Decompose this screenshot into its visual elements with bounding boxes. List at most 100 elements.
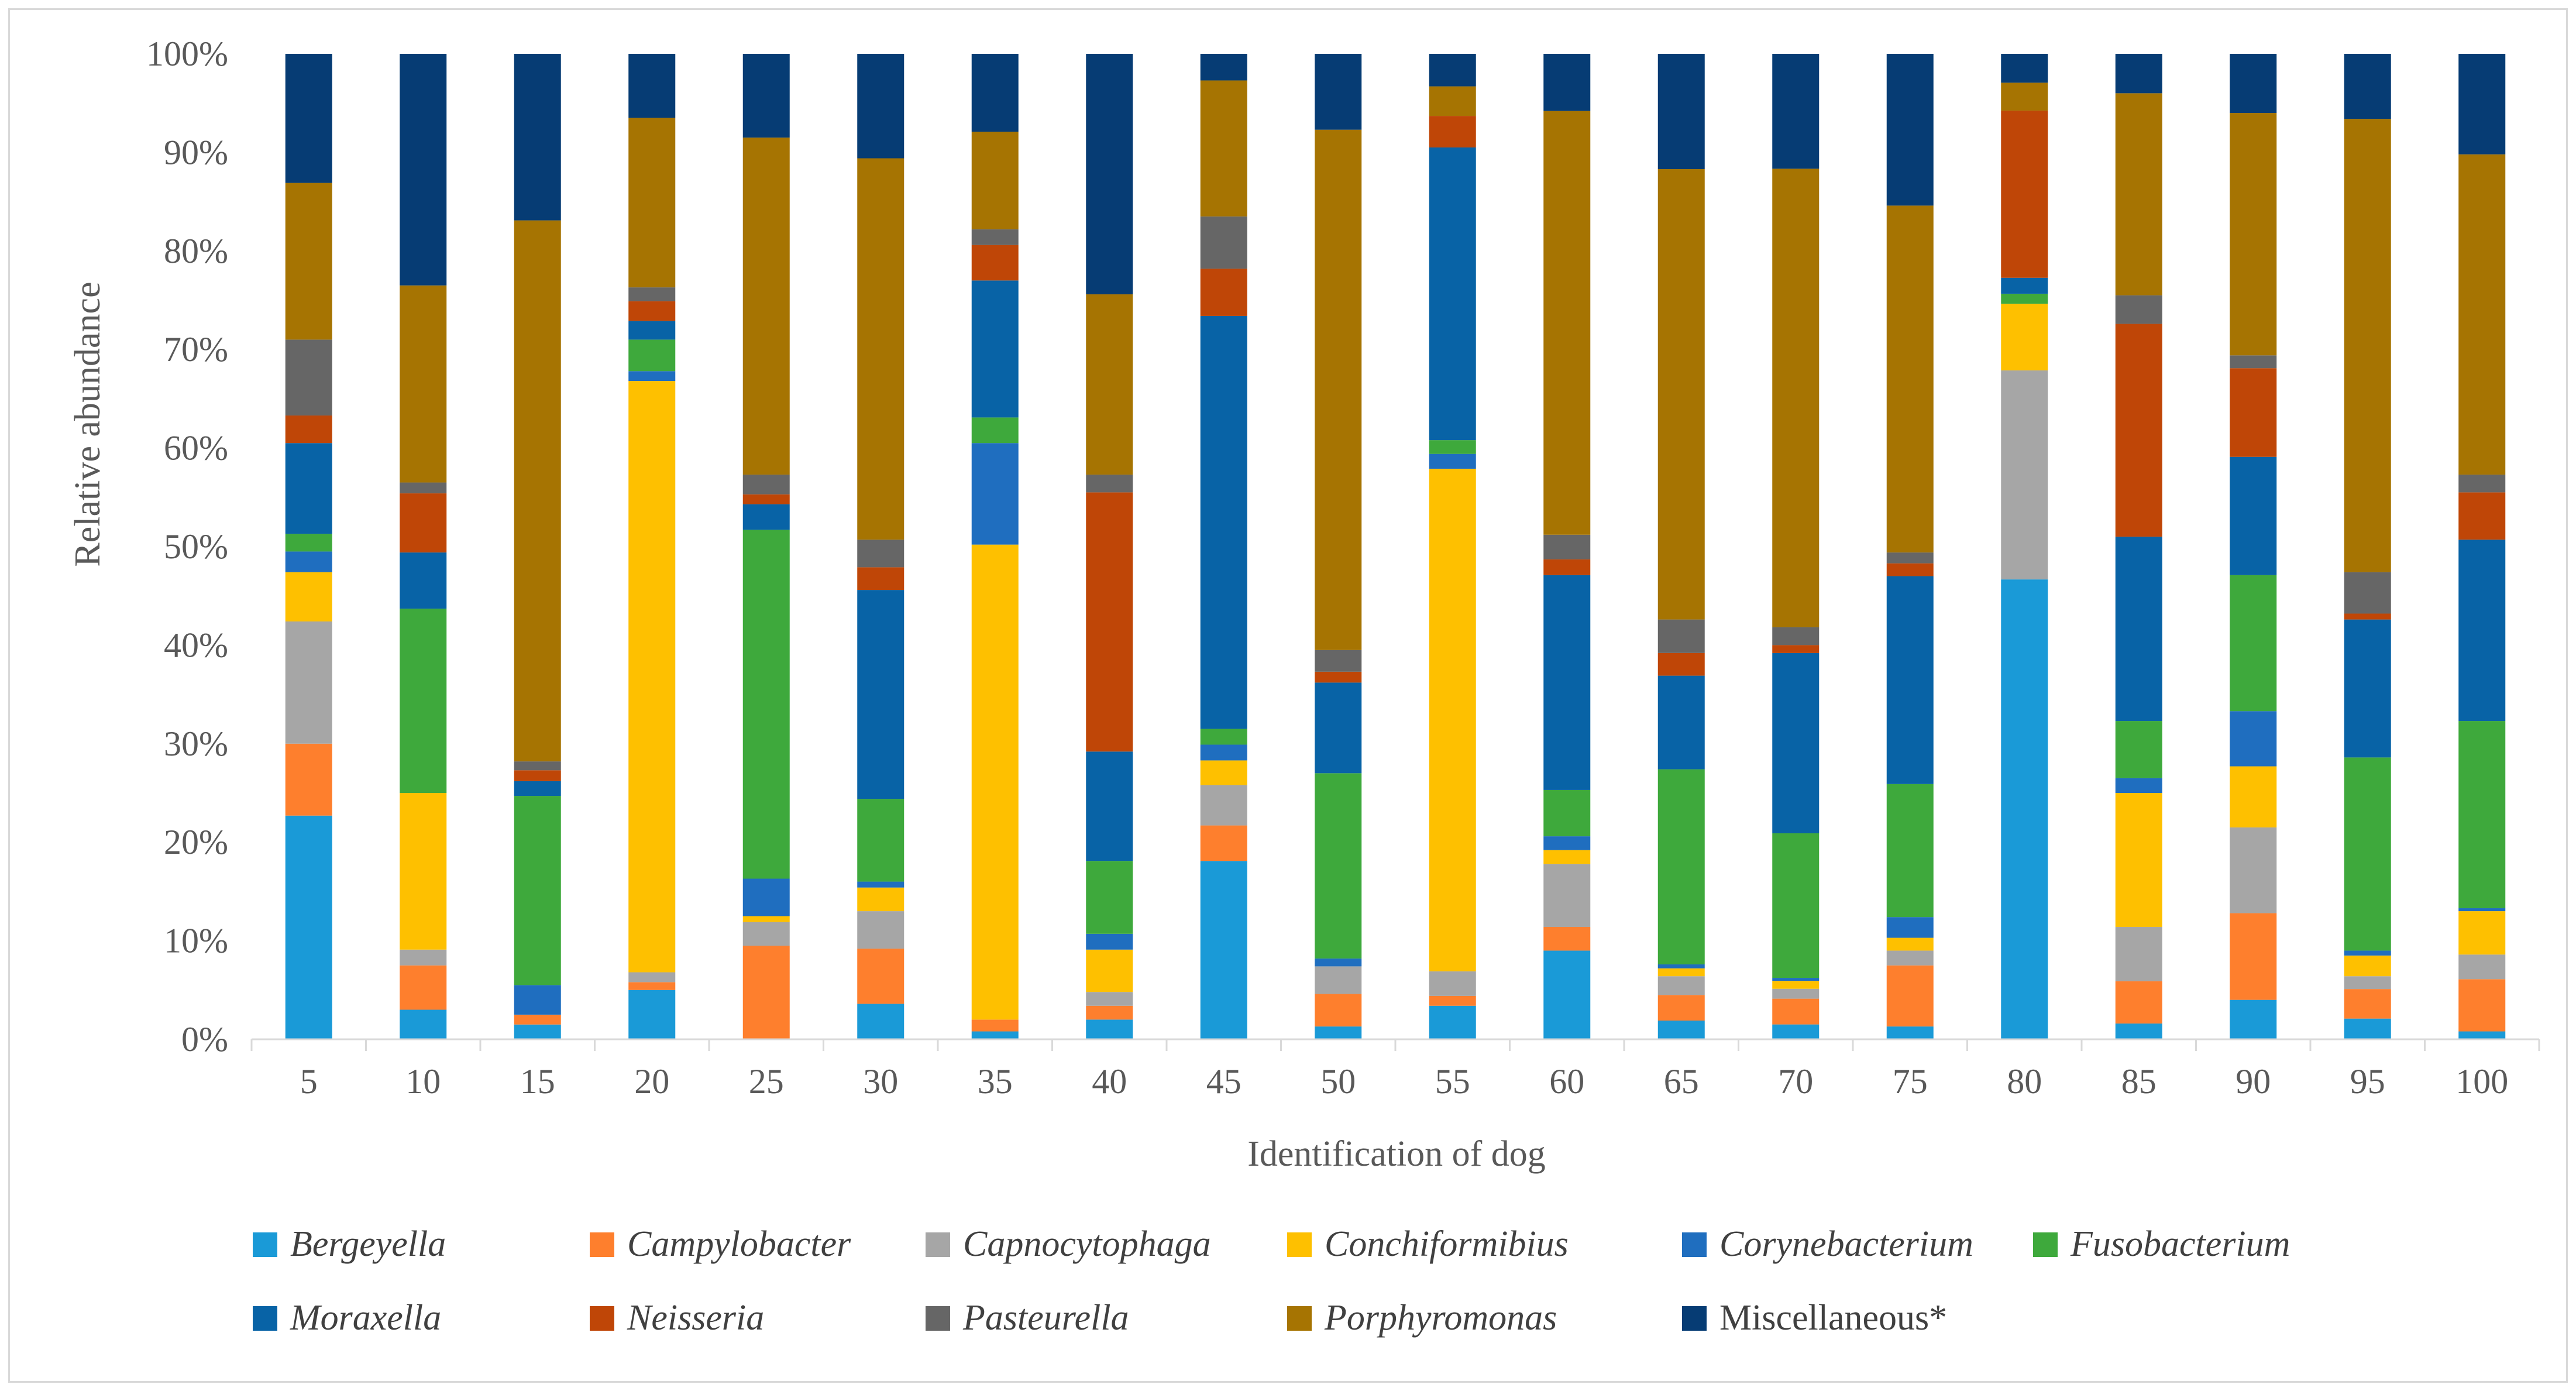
bar-segment (2001, 293, 2048, 304)
bar-segment (1772, 998, 1820, 1025)
bar-segment (514, 761, 561, 771)
legend-label: Moraxella (290, 1298, 441, 1338)
bar-segment (1657, 169, 1705, 620)
bar-segment (1543, 850, 1591, 864)
bar-segment (628, 371, 676, 382)
bar-segment (285, 572, 332, 621)
legend-item: Bergeyella (253, 1224, 446, 1264)
bar-stack (1543, 54, 1591, 1039)
bar-stack (628, 54, 676, 1039)
bar-stack (1772, 54, 1820, 1039)
bar-segment (742, 916, 790, 922)
bar-stack (285, 54, 332, 1039)
bar-segment (857, 567, 904, 590)
legend-swatch (590, 1306, 614, 1331)
x-tick-label: 55 (1435, 1062, 1470, 1101)
bar-segment (628, 339, 676, 372)
bar-segment (1772, 645, 1820, 653)
bar-segment (285, 534, 332, 552)
bars (285, 54, 2506, 1039)
bar-segment (742, 475, 790, 494)
bar-segment (2001, 370, 2048, 580)
bar-segment (1543, 534, 1591, 559)
bar-segment (2458, 908, 2506, 912)
bar-segment (514, 781, 561, 796)
legend-swatch (1287, 1306, 1312, 1331)
bar-stack (2230, 54, 2277, 1039)
bar-segment (2001, 54, 2048, 83)
bar-stack (2458, 54, 2506, 1039)
bar-segment (857, 158, 904, 540)
bar-segment (857, 887, 904, 912)
legend-label: Bergeyella (290, 1224, 446, 1264)
x-tick-label: 100 (2455, 1062, 2508, 1101)
bar-segment (1543, 559, 1591, 575)
bar-segment (2458, 979, 2506, 1032)
legend-item: Neisseria (590, 1298, 764, 1338)
bar-stack (857, 54, 904, 1039)
legend-label: Campylobacter (627, 1224, 851, 1264)
bar-segment (1086, 992, 1133, 1006)
x-tick-label: 90 (2235, 1062, 2271, 1101)
bar-segment (971, 132, 1019, 229)
bar-segment (1772, 978, 1820, 981)
bar-segment (2115, 295, 2162, 324)
y-tick-label: 90% (164, 133, 228, 171)
y-tick-label: 30% (164, 724, 228, 763)
bar-segment (1886, 1026, 1934, 1039)
bar-segment (1657, 964, 1705, 968)
x-axis: 5 10 15 20 25 30 35 40 45 50 55 60 65 70 75 80 85 90 95 100 (250, 1038, 2540, 1101)
bar-segment (628, 990, 676, 1039)
bar-segment (2458, 721, 2506, 909)
bar-segment (1657, 619, 1705, 653)
bar-segment (2344, 976, 2391, 990)
bar-stack (2344, 54, 2391, 1039)
bar-segment (1086, 492, 1133, 752)
bar-segment (514, 1024, 561, 1039)
legend-label: Porphyromonas (1324, 1298, 1557, 1338)
bar-segment (1315, 54, 1362, 130)
bar-segment (1315, 129, 1362, 650)
bar-segment (1086, 475, 1133, 493)
bar-segment (514, 220, 561, 762)
bar-segment (1657, 769, 1705, 965)
bar-stack (1086, 54, 1133, 1039)
bar-segment (2344, 757, 2391, 951)
bar-segment (1315, 650, 1362, 672)
bar-segment (2230, 456, 2277, 575)
bar-segment (971, 544, 1019, 1020)
bar-segment (2344, 572, 2391, 614)
bar-segment (514, 770, 561, 781)
legend-item: Moraxella (253, 1298, 441, 1338)
bar-segment (1086, 751, 1133, 861)
bar-segment (2458, 54, 2506, 154)
legend: Bergeyella Campylobacter Capnocytophaga Con… (253, 1224, 2290, 1338)
bar-segment (971, 54, 1019, 132)
bar-segment (857, 881, 904, 888)
x-tick-label: 85 (2121, 1062, 2157, 1101)
bar-segment (2458, 492, 2506, 540)
legend-item: Porphyromonas (1287, 1298, 1557, 1338)
bar-segment (1315, 671, 1362, 683)
bar-segment (1543, 836, 1591, 850)
bar-segment (1543, 111, 1591, 535)
bar-segment (2115, 93, 2162, 296)
legend-label: Neisseria (627, 1298, 764, 1338)
bar-segment (1200, 216, 1247, 269)
legend-swatch (1287, 1232, 1312, 1257)
bar-segment (742, 878, 790, 916)
legend-swatch (1682, 1232, 1707, 1257)
bar-segment (2001, 83, 2048, 111)
x-tick-label: 65 (1664, 1062, 1699, 1101)
x-tick-label: 40 (1092, 1062, 1127, 1101)
bar-segment (1429, 971, 1476, 996)
bar-segment (1086, 861, 1133, 934)
bar-segment (1543, 927, 1591, 951)
bar-segment (1657, 968, 1705, 977)
bar-segment (1772, 988, 1820, 999)
legend-item: Conchiformibius (1287, 1224, 1569, 1264)
bar-segment (1429, 1005, 1476, 1039)
bar-segment (1086, 1005, 1133, 1020)
bar-segment (2458, 911, 2506, 955)
